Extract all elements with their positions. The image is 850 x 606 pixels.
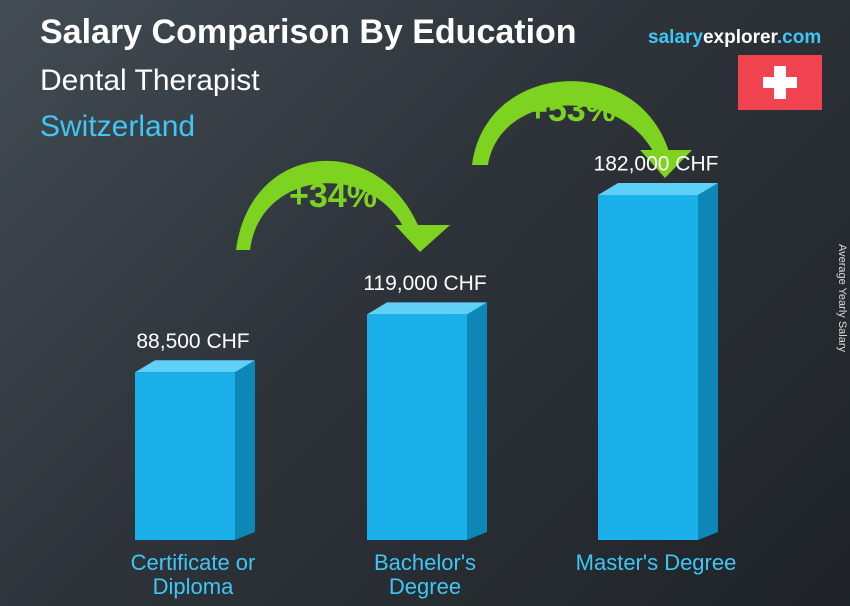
bar-side [235, 360, 255, 540]
bar-side [467, 302, 487, 540]
annotation: +34% [289, 177, 377, 215]
location: Switzerland [40, 110, 195, 143]
y-axis-label: Average Yearly Salary [836, 244, 848, 353]
brand: salaryexplorer.com [648, 27, 821, 48]
value-label: 119,000 CHF [363, 272, 486, 295]
bar-side [698, 183, 718, 540]
bar [367, 314, 467, 540]
bar [135, 372, 235, 540]
value-label: 88,500 CHF [136, 330, 249, 353]
arrow [236, 81, 692, 252]
annotation: +53% [528, 91, 616, 129]
bar-top [367, 302, 487, 315]
x-tick-label: Bachelor's Degree [373, 550, 477, 599]
brand-part: explorer [703, 27, 779, 48]
bar-top [135, 360, 255, 373]
value-label: 182,000 CHF [594, 153, 719, 176]
bar-top [598, 183, 718, 195]
chart-title: Salary Comparison By Education [40, 13, 577, 51]
flag [738, 55, 822, 110]
brand-part: salary [648, 27, 703, 48]
bar [598, 195, 698, 540]
subtitle: Dental Therapist [40, 64, 260, 97]
x-tick-label: Certificate or Diploma [130, 550, 256, 599]
x-tick-label: Master's Degree [575, 550, 737, 575]
brand-part: .com [777, 27, 821, 48]
